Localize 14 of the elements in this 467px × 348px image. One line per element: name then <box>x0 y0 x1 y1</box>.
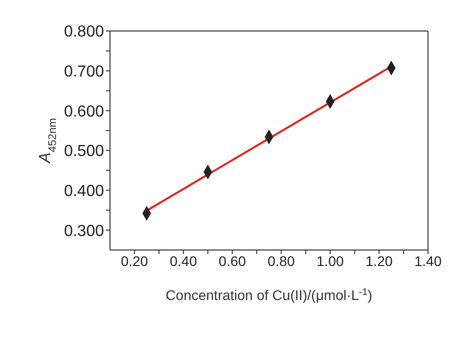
y-tick-label: 0.400 <box>64 182 104 200</box>
x-tick-label: 0.80 <box>268 252 296 269</box>
x-tick-label: 0.20 <box>120 252 148 269</box>
y-tick-label: 0.800 <box>64 24 104 41</box>
y-tick-label: 0.500 <box>64 143 104 160</box>
x-tick-label: 0.60 <box>218 252 246 269</box>
y-tick-label: 0.300 <box>64 222 104 240</box>
x-tick-label: 0.40 <box>170 252 198 269</box>
x-tick-label: 1.20 <box>365 252 393 269</box>
x-tick-label: 1.40 <box>414 252 442 269</box>
y-tick-label: 0.700 <box>64 64 104 80</box>
x-axis-title: Concentration of Cu(II)/(μmol·L$^{-1}$) <box>166 286 372 303</box>
y-tick-label: 0.600 <box>64 103 104 120</box>
x-tick-label: 1.00 <box>316 252 344 269</box>
